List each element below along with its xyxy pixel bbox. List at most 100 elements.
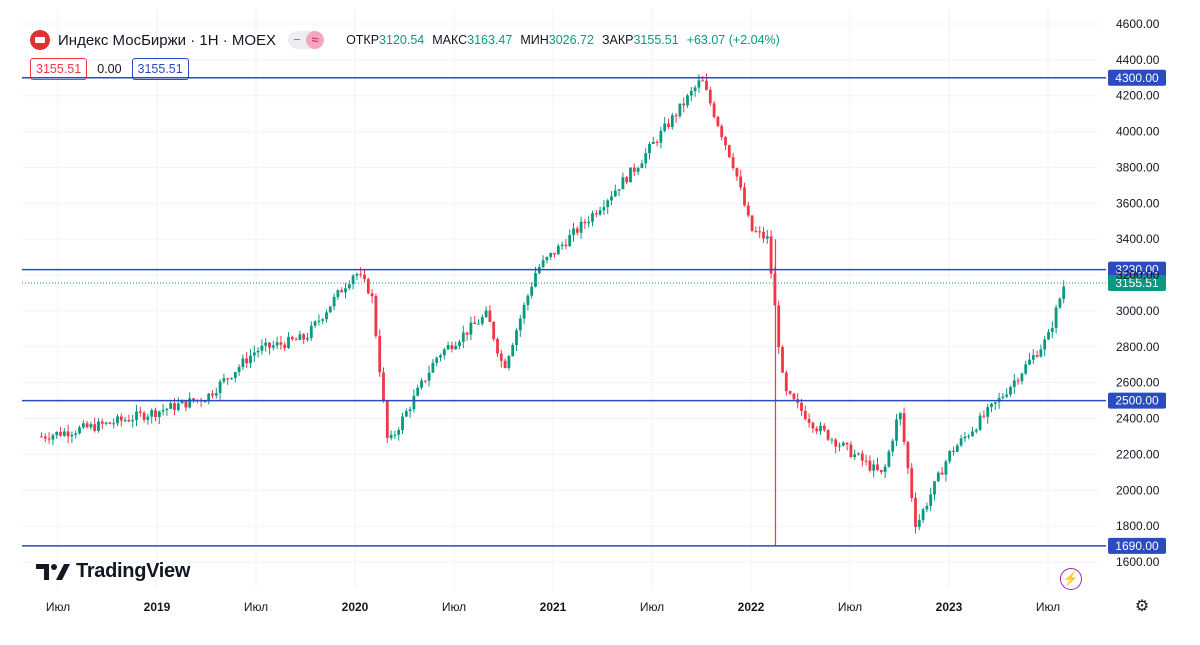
candle-body [515,330,518,345]
candle-body [841,442,845,446]
candle-body [138,411,142,413]
candle-body [636,168,640,172]
candle-body [47,438,51,440]
candle-body [112,423,116,425]
grid-lines [22,8,1098,590]
candle-body [393,434,397,436]
candle-body [568,235,572,247]
candle-body [427,372,431,381]
candle-body [591,213,594,222]
candle-body [328,306,332,313]
candle-body [883,466,887,472]
candle-body [70,434,74,437]
level-label-box [1108,537,1166,554]
candle-body [800,402,803,411]
x-tick-label: Июл [838,600,862,614]
indicator-toggle[interactable]: − ≈ [288,31,325,49]
candle-body [864,460,868,462]
candle-body [682,103,686,106]
candle-body [986,407,990,417]
candle-body [735,168,739,177]
y-tick-label: 2000.00 [1116,483,1160,497]
minus-icon[interactable]: − [293,32,301,47]
candle-body [788,391,792,394]
candle-body [815,428,819,432]
candle-body [389,434,393,439]
low-value: 3026.72 [548,33,594,47]
candle-body [822,425,826,431]
candle-body [879,469,883,472]
candle-body [868,460,872,471]
candle-body [287,336,290,348]
x-tick-label: 2023 [936,600,963,614]
candle-body [222,378,226,382]
candle-body [480,317,484,324]
level-label-box [1108,69,1166,86]
candle-body [708,89,712,104]
candle-body [990,403,993,408]
candle-body [207,393,211,402]
candle-body [936,472,940,482]
ohlc-readout: ОТКР3120.54 МАКС3163.47 МИН3026.72 ЗАКР3… [346,33,780,47]
candle-body [146,416,150,420]
candle-body [849,444,853,458]
candle-body [587,221,591,224]
approx-icon[interactable]: ≈ [306,31,325,49]
candle-body [974,429,978,432]
candle-body [701,80,705,82]
candle-body [724,136,727,146]
level-label: 2500.00 [1115,394,1159,408]
trade-price-boxes: 3155.51 0.00 3155.51 [30,58,189,80]
candle-body [777,305,781,348]
flash-icon[interactable]: ⚡ [1060,568,1082,590]
candle-body [925,505,929,510]
candle-body [720,126,724,137]
candle-body [1009,386,1012,395]
candle-body [781,347,784,373]
candle-body [374,296,378,337]
candle-body [180,400,184,404]
gear-icon[interactable]: ⚙ [1134,598,1150,615]
buy-price-button[interactable]: 3155.51 [131,58,189,80]
candle-body [423,380,427,382]
candle-body [830,439,834,441]
candle-body [43,436,47,439]
symbol-title[interactable]: Индекс МосБиржи · 1Н · MOEX [58,31,277,49]
candle-body [176,403,180,411]
x-tick-label: Июл [442,600,466,614]
candle-body [929,494,933,506]
candle-body [241,358,245,367]
candle-body [260,345,264,351]
candle-body [484,310,488,318]
sell-price-button[interactable]: 3155.51 [30,58,88,80]
candle-body [545,257,549,261]
candle-body [963,436,967,439]
candle-body [1005,394,1009,397]
candle-body [412,395,416,410]
candle-body [78,427,81,434]
candle-body [157,411,161,418]
candle-body [917,519,921,527]
candle-body [439,355,442,358]
candle-body [59,431,62,436]
candle-body [921,509,925,520]
candle-body [1031,355,1035,360]
candle-body [826,430,830,440]
candle-body [686,95,689,106]
level-label-box [1108,392,1166,409]
candle-body [648,143,651,154]
tradingview-logo[interactable]: TradingView [36,560,190,583]
candle-body [1001,396,1005,398]
candle-body [678,103,682,117]
candle-body [670,115,674,128]
change-value: +63.07 (+2.04%) [686,33,780,47]
candle-body [89,424,93,428]
candle-body [564,244,568,247]
candle-body [971,431,974,436]
level-label-box [1108,261,1166,278]
candle-body [81,423,85,428]
candle-body [154,410,157,418]
low-label: МИН [520,33,549,47]
candle-body [290,336,294,340]
